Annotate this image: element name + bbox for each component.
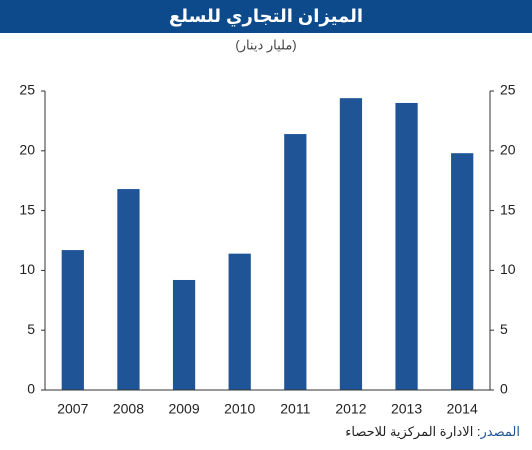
x-tick-label: 2007 (57, 401, 88, 417)
bar (284, 134, 307, 390)
source: المصدر: الادارة المركزية للاحصاء (345, 424, 520, 440)
chart-subtitle: (مليار دينار) (235, 37, 296, 53)
y2-tick-label: 0 (500, 381, 508, 397)
y-tick-label: 25 (19, 82, 35, 98)
x-tick-label: 2014 (447, 401, 478, 417)
x-tick-label: 2009 (168, 401, 199, 417)
bar (451, 153, 474, 390)
x-tick-label: 2010 (224, 401, 255, 417)
y2-tick-label: 15 (500, 201, 516, 217)
x-tick-label: 2011 (280, 401, 310, 417)
y2-tick-label: 5 (500, 321, 508, 337)
y-tick-label: 20 (19, 142, 35, 158)
y-tick-label: 10 (19, 261, 35, 277)
title-bar (0, 0, 532, 33)
x-tick-label: 2012 (335, 401, 366, 417)
y-tick-label: 15 (19, 201, 35, 217)
y-tick-label: 5 (27, 321, 35, 337)
y2-tick-label: 25 (500, 82, 516, 98)
bar (395, 102, 418, 391)
x-tick-label: 2013 (391, 401, 422, 417)
source-text: : الادارة المركزية للاحصاء (345, 424, 481, 439)
bar (117, 189, 140, 390)
bar (61, 250, 84, 390)
y2-tick-label: 20 (500, 142, 516, 158)
y2-tick-label: 10 (500, 261, 516, 277)
bar (172, 279, 196, 390)
bar (339, 98, 363, 391)
chart-title: الميزان التجاري للسلع (169, 6, 363, 27)
y-tick-label: 0 (27, 381, 35, 397)
bar (228, 253, 251, 390)
x-tick-label: 2008 (113, 401, 144, 417)
source-label: المصدر (480, 424, 520, 439)
